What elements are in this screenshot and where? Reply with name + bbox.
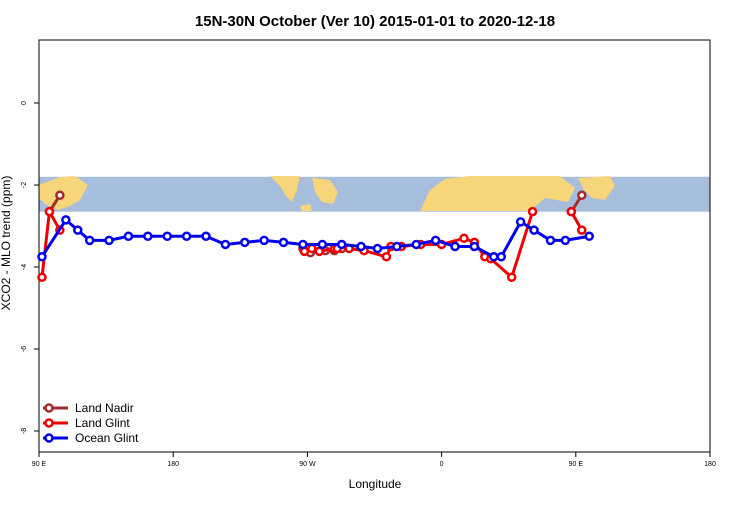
y-axis: 0 -2 -4 -6 -8 (21, 101, 39, 434)
land-mass (300, 204, 312, 211)
land-mass (420, 176, 575, 211)
x-axis: 90 E 180 90 W 0 90 E 180 (32, 452, 716, 468)
point-ocean-glint (201, 231, 211, 241)
point-ocean-glint (411, 239, 422, 250)
point-land-nadir (55, 190, 65, 200)
land-mass (578, 176, 615, 200)
point-land-nadir (577, 190, 587, 200)
point-ocean-glint (162, 231, 172, 241)
point-land-glint (381, 252, 392, 262)
point-land-glint (506, 272, 517, 282)
x-tick-label: 90 E (569, 461, 584, 468)
point-land-glint (44, 206, 55, 217)
y-tick-label: -4 (21, 264, 28, 270)
point-ocean-glint (259, 235, 269, 246)
point-ocean-glint (356, 241, 366, 252)
legend-item-land-nadir: Land Nadir (43, 401, 134, 415)
y-tick-label: -6 (21, 346, 28, 352)
point-ocean-glint (61, 215, 71, 225)
point-ocean-glint (496, 252, 506, 262)
point-ocean-glint (73, 225, 83, 235)
y-tick-label: 0 (21, 101, 28, 105)
chart-title: 15N-30N October (Ver 10) 2015-01-01 to 2… (195, 13, 555, 30)
point-ocean-glint (220, 239, 231, 250)
series-ocean-glint (37, 215, 594, 262)
point-ocean-glint (584, 231, 594, 241)
point-ocean-glint (515, 217, 526, 227)
point-ocean-glint (489, 252, 499, 262)
point-ocean-glint (529, 225, 539, 235)
land-mass (312, 178, 338, 204)
x-tick-label: 180 (167, 461, 179, 468)
y-axis-label: XCO2 - MLO trend (ppm) (0, 176, 13, 311)
point-ocean-glint (298, 239, 308, 250)
legend-swatch-marker (44, 433, 54, 443)
y-tick-label: -8 (21, 428, 28, 434)
land-mass (270, 176, 300, 202)
x-tick-label: 90 E (32, 461, 47, 468)
x-tick-label: 90 W (299, 461, 316, 468)
point-ocean-glint (450, 241, 460, 252)
point-ocean-glint (104, 235, 114, 246)
point-ocean-glint (392, 241, 402, 252)
legend-swatch-marker (44, 403, 54, 413)
point-ocean-glint (560, 235, 571, 246)
legend-label: Land Nadir (75, 401, 134, 415)
point-land-glint (527, 206, 538, 217)
point-ocean-glint (240, 237, 250, 248)
point-ocean-glint (143, 231, 153, 241)
legend-label: Land Glint (75, 416, 130, 430)
legend-swatch-marker (44, 418, 54, 428)
x-axis-label: Longitude (349, 477, 402, 491)
point-ocean-glint (181, 231, 192, 241)
point-ocean-glint (123, 231, 134, 241)
point-ocean-glint (37, 252, 47, 262)
point-land-glint (577, 225, 587, 235)
point-ocean-glint (372, 243, 383, 254)
point-ocean-glint (84, 235, 95, 246)
legend-label: Ocean Glint (75, 431, 139, 445)
point-ocean-glint (317, 239, 328, 250)
point-land-glint (459, 233, 469, 244)
x-tick-label: 0 (440, 461, 444, 468)
point-land-glint (566, 206, 577, 217)
point-ocean-glint (278, 237, 289, 248)
point-land-glint (37, 272, 47, 282)
point-land-glint (307, 243, 317, 254)
point-ocean-glint (545, 235, 556, 246)
legend-item-ocean-glint: Ocean Glint (43, 431, 139, 445)
y-tick-label: -2 (21, 182, 28, 188)
world-map-band (39, 176, 710, 212)
plot-frame (38, 39, 711, 453)
point-ocean-glint (336, 239, 347, 250)
series-layer (37, 190, 594, 282)
point-ocean-glint (469, 241, 480, 252)
x-tick-label: 180 (704, 461, 716, 468)
legend-item-land-glint: Land Glint (43, 416, 130, 430)
point-ocean-glint (430, 235, 441, 246)
